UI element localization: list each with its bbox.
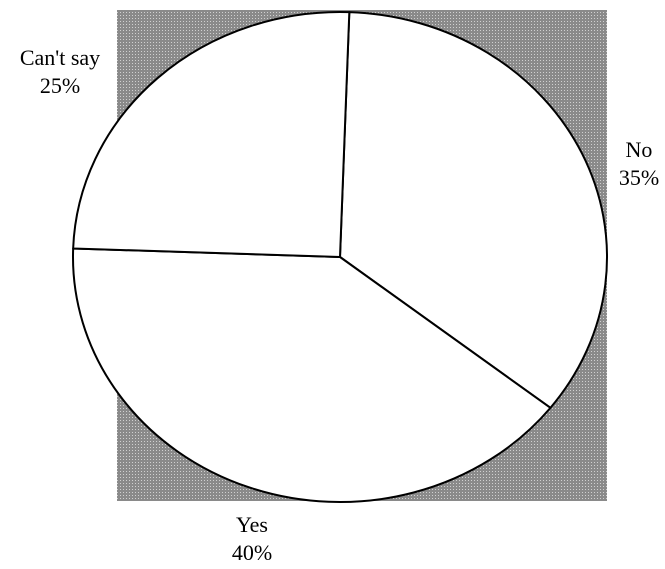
slice-label-yes: Yes 40% [212, 511, 292, 567]
slice-label-no-value: 35% [618, 165, 660, 190]
pie-slice-can-t-say [72, 11, 351, 258]
pie-slice-no [339, 11, 608, 409]
slice-label-yes-name: Yes [235, 512, 268, 537]
pie-slice-yes [72, 247, 552, 504]
slice-label-no-name: No [625, 137, 653, 162]
pie-slices [72, 11, 608, 504]
slice-label-cant-say-value: 25% [39, 73, 81, 98]
slice-label-cant-say-name: Can't say [19, 45, 101, 70]
slice-label-yes-value: 40% [231, 540, 273, 565]
slice-label-no: No 35% [608, 136, 665, 192]
slice-label-cant-say: Can't say 25% [6, 44, 114, 100]
